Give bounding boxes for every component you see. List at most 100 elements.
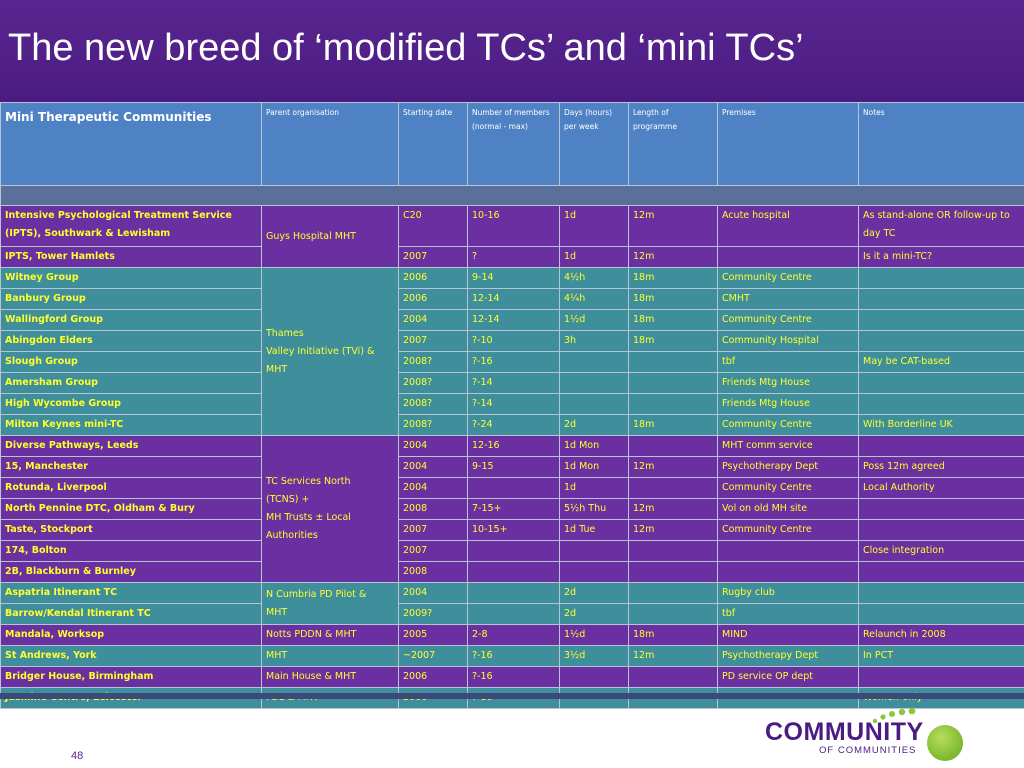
row-members: 12-14 (467, 309, 560, 331)
row-members: 7-15+ (467, 498, 560, 520)
row-date: 2008? (398, 372, 468, 394)
logo-subtext: OF COMMUNITIES (819, 745, 917, 756)
row-premises: tbf (717, 351, 859, 373)
parent-text: MHT (266, 606, 288, 618)
parent-cell: Guys Hospital MHT (261, 205, 399, 268)
row-date: 2004 (398, 477, 468, 499)
row-date: 2005 (398, 624, 468, 646)
row-members: 9-15 (467, 456, 560, 478)
row-days: 4½h (559, 267, 629, 289)
row-notes (858, 288, 1024, 310)
row-members: 9-14 (467, 267, 560, 289)
row-date: 2008 (398, 561, 468, 583)
row-notes: Relaunch in 2008 (858, 624, 1024, 646)
title-bar: The new breed of ‘modified TCs’ and ‘min… (0, 0, 1024, 102)
row-days (559, 351, 629, 373)
table-row: St Andrews, York MHT ~2007 ?-16 3½d 12m … (0, 645, 1024, 667)
row-days: 1d (559, 477, 629, 499)
row-premises: Psychotherapy Dept (717, 645, 859, 667)
row-notes (858, 267, 1024, 289)
row-length: 18m (628, 624, 718, 646)
table-row: Milton Keynes mini-TC 2008? ?-24 2d 18m … (0, 414, 1024, 436)
row-date: 2007 (398, 519, 468, 541)
row-members (467, 540, 560, 562)
row-days (559, 561, 629, 583)
row-length: 12m (628, 645, 718, 667)
row-notes (858, 330, 1024, 352)
table-bottom-border (0, 693, 1024, 699)
table-row: Wallingford Group 2004 12-14 1½d 18m Com… (0, 309, 1024, 331)
parent-text: (TCNS) + (266, 494, 310, 505)
row-notes: In PCT (858, 645, 1024, 667)
table-row: 15, Manchester 2004 9-15 1d Mon 12m Psyc… (0, 456, 1024, 478)
row-days: 1d Tue (559, 519, 629, 541)
row-days: 2d (559, 603, 629, 625)
row-notes: Close integration (858, 540, 1024, 562)
row-name: North Pennine DTC, Oldham & Bury (0, 498, 262, 520)
row-name: 174, Bolton (0, 540, 262, 562)
parent-text: N Cumbria PD Pilot & (266, 588, 367, 600)
row-premises: Community Centre (717, 477, 859, 499)
parent-cell: MHT (261, 645, 399, 667)
row-name: 2B, Blackburn & Burnley (0, 561, 262, 583)
row-name: Witney Group (0, 267, 262, 289)
community-of-communities-logo: COMMUNITY OF COMMUNITIES (765, 705, 995, 763)
row-notes (858, 309, 1024, 331)
row-notes: May be CAT-based (858, 351, 1024, 373)
parent-text: Guys Hospital MHT (266, 230, 356, 242)
row-date: 2009? (398, 603, 468, 625)
row-members (467, 603, 560, 625)
row-days: 5½h Thu (559, 498, 629, 520)
parent-cell: Notts PDDN & MHT (261, 624, 399, 646)
row-days (559, 372, 629, 394)
row-date: 2006 (398, 267, 468, 289)
row-members: ?-16 (467, 351, 560, 373)
row-length: 18m (628, 309, 718, 331)
row-members (467, 582, 560, 604)
row-premises: Friends Mtg House (717, 372, 859, 394)
row-days: 1½d (559, 624, 629, 646)
row-name: High Wycombe Group (0, 393, 262, 415)
row-members: ?-14 (467, 372, 560, 394)
row-premises (717, 246, 859, 268)
row-length: 12m (628, 498, 718, 520)
parent-text: Valley Initiative (TVi) & (266, 345, 375, 357)
row-name: Taste, Stockport (0, 519, 262, 541)
row-notes (858, 582, 1024, 604)
parent-text: MH Trusts ± Local (266, 512, 351, 523)
row-notes (858, 435, 1024, 457)
header-notes: Notes (858, 102, 1024, 186)
row-premises: Friends Mtg House (717, 393, 859, 415)
row-length (628, 393, 718, 415)
row-name: Diverse Pathways, Leeds (0, 435, 262, 457)
header-days: Days (hours) per week (559, 102, 629, 186)
row-date: 2008? (398, 351, 468, 373)
row-members: ?-10 (467, 330, 560, 352)
row-premises: Community Centre (717, 309, 859, 331)
row-days: 1d Mon (559, 435, 629, 457)
row-premises: MHT comm service (717, 435, 859, 457)
table-row: Slough Group 2008? ?-16 tbf May be CAT-b… (0, 351, 1024, 373)
row-members: 12-14 (467, 288, 560, 310)
row-notes: As stand-alone OR follow-up to day TC (858, 205, 1024, 247)
parent-cell: Main House & MHT (261, 666, 399, 688)
table-row: North Pennine DTC, Oldham & Bury 2008 7-… (0, 498, 1024, 520)
table-row: High Wycombe Group 2008? ?-14 Friends Mt… (0, 393, 1024, 415)
row-days: 3h (559, 330, 629, 352)
row-name: Milton Keynes mini-TC (0, 414, 262, 436)
row-premises: Rugby club (717, 582, 859, 604)
row-name: Slough Group (0, 351, 262, 373)
row-notes: Poss 12m agreed (858, 456, 1024, 478)
row-name: Banbury Group (0, 288, 262, 310)
row-premises: PD service OP dept (717, 666, 859, 688)
table-row: Taste, Stockport 2007 10-15+ 1d Tue 12m … (0, 519, 1024, 541)
table-row: Rotunda, Liverpool 2004 1d Community Cen… (0, 477, 1024, 499)
row-members: 10-16 (467, 205, 560, 247)
row-date: 2006 (398, 288, 468, 310)
row-notes (858, 393, 1024, 415)
slide-title: The new breed of ‘modified TCs’ and ‘min… (8, 27, 804, 69)
table-row: 2B, Blackburn & Burnley 2008 (0, 561, 1024, 583)
row-premises: Psychotherapy Dept (717, 456, 859, 478)
row-notes (858, 561, 1024, 583)
spacer-row (0, 185, 1024, 206)
